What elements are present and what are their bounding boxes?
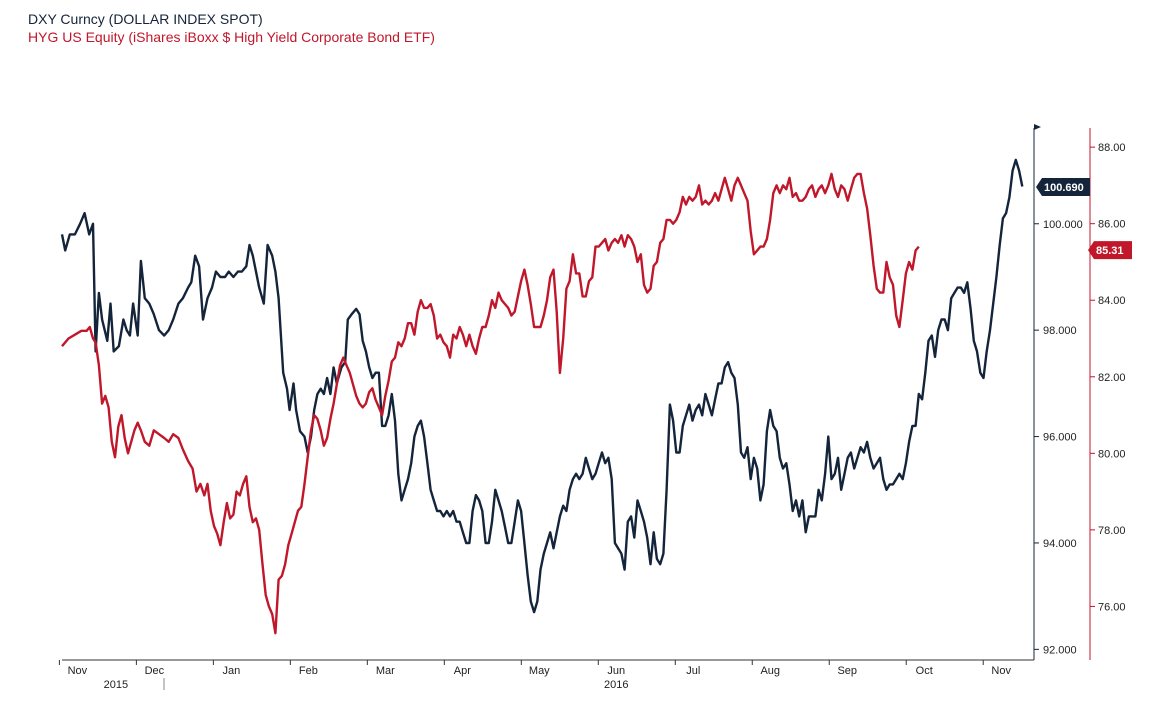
x-tick-label: Oct	[916, 665, 933, 677]
x-tick-label: Aug	[760, 665, 780, 677]
dxy-tick-label: 96.000	[1043, 432, 1077, 444]
hyg-tick-label: 86.00	[1098, 219, 1126, 231]
x-tick-label: Nov	[991, 665, 1011, 677]
x-tick-label: Jul	[686, 665, 700, 677]
x-tick-label: Nov	[68, 665, 88, 677]
dxy-tick-label: 94.000	[1043, 538, 1077, 550]
dxy-last-value-label: 100.690	[1044, 182, 1084, 194]
x-tick-label: Dec	[145, 665, 165, 677]
dxy-tick-label: 92.000	[1043, 644, 1077, 656]
chart-legend: DXY Curncy (DOLLAR INDEX SPOT) HYG US Eq…	[28, 10, 435, 46]
x-year-label: 2016	[604, 679, 628, 691]
dxy-tick-label: 100.000	[1043, 219, 1083, 231]
x-year-label: 2015	[104, 679, 128, 691]
hyg-tick-label: 88.00	[1098, 142, 1126, 154]
legend-dxy: DXY Curncy (DOLLAR INDEX SPOT)	[28, 11, 263, 27]
x-tick-label: Feb	[299, 665, 318, 677]
hyg-series-line	[61, 172, 920, 635]
hyg-tick-label: 80.00	[1098, 448, 1126, 460]
x-tick-label: Sep	[837, 665, 857, 677]
dxy-axis-marker	[1034, 124, 1041, 130]
x-tick-label: Jan	[222, 665, 240, 677]
hyg-last-value-badge	[1088, 241, 1132, 260]
hyg-tick-label: 76.00	[1098, 601, 1126, 613]
hyg-tick-label: 78.00	[1098, 525, 1126, 537]
dxy-last-value-badge	[1036, 178, 1090, 197]
x-tick-label: Mar	[376, 665, 395, 677]
legend-hyg: HYG US Equity (iShares iBoxx $ High Yiel…	[28, 29, 435, 45]
hyg-tick-label: 84.00	[1098, 295, 1126, 307]
dxy-series-line	[60, 158, 1024, 614]
x-tick-label: May	[529, 665, 550, 677]
x-tick-label: Jun	[607, 665, 625, 677]
dxy-tick-label: 98.000	[1043, 325, 1077, 337]
x-tick-label: Apr	[454, 665, 471, 677]
hyg-tick-label: 82.00	[1098, 372, 1126, 384]
hyg-last-value-label: 85.31	[1096, 245, 1124, 257]
